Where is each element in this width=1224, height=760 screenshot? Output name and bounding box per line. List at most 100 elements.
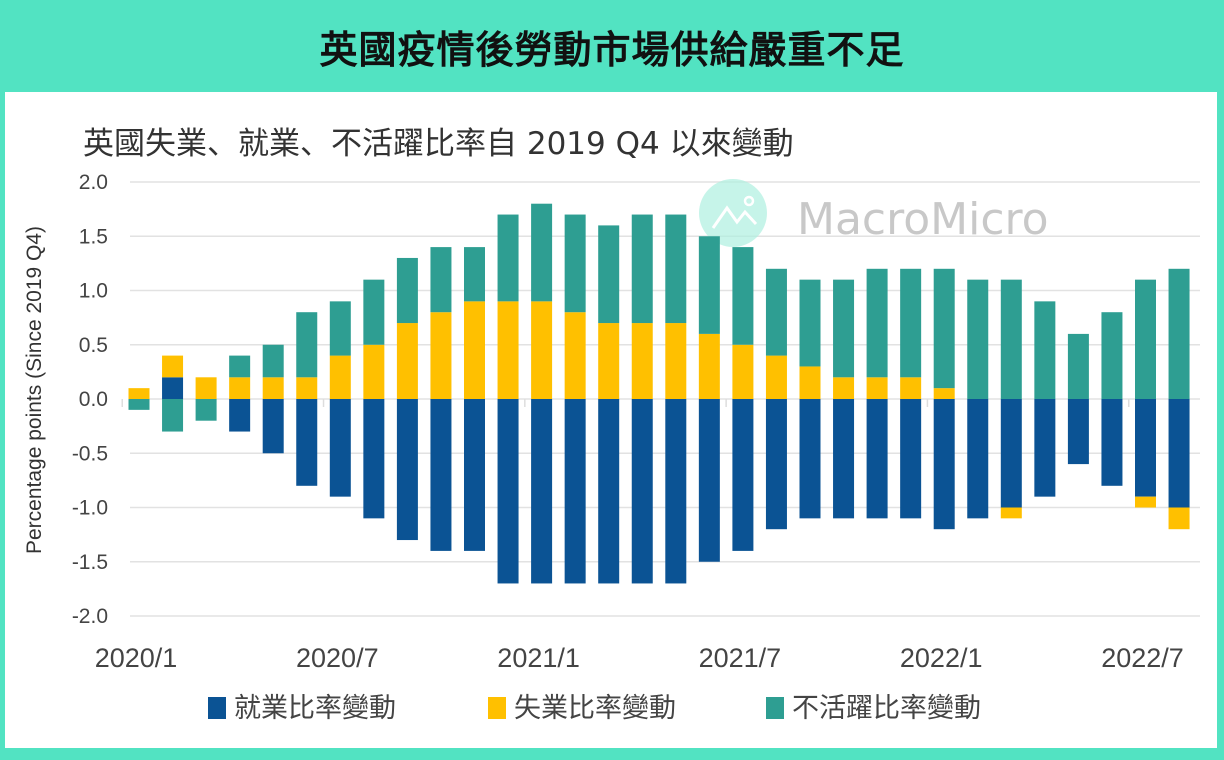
bar-segment-1-2021-4 [631, 323, 653, 399]
bar-segment-1-2021-3 [598, 323, 620, 399]
bar-segment-0-2022-3 [1000, 399, 1022, 508]
bar-segment-2-2022-4 [1034, 301, 1056, 399]
watermark-line-icon [711, 205, 758, 229]
bar-segment-1-2022-1 [933, 388, 955, 399]
bar-segment-2-2022-7 [1135, 279, 1156, 399]
bar-segment-2-2020-11 [464, 247, 485, 302]
bar-segment-2-2021-12 [900, 268, 922, 378]
bar-segment-0-2021-1 [531, 399, 553, 584]
bar-segment-2-2021-11 [866, 268, 888, 378]
bar-segment-2-2021-1 [531, 203, 553, 302]
bar-segment-1-2021-12 [900, 377, 922, 399]
bar-segment-0-2022-5 [1067, 399, 1089, 465]
bar-segment-1-2020-6 [296, 377, 318, 399]
bar-segment-2-2022-6 [1101, 312, 1123, 399]
y-tick-label: -1.0 [72, 497, 108, 520]
bar-segment-2-2020-12 [497, 214, 519, 302]
bar-segment-0-2020-4 [229, 399, 251, 432]
bar-segment-1-2021-9 [799, 366, 821, 399]
legend-label: 就業比率變動 [234, 693, 396, 724]
bar-segment-2-2021-2 [564, 214, 586, 313]
bar-segment-1-2021-2 [564, 312, 586, 399]
bar-segment-2-2022-3 [1000, 279, 1022, 399]
bar-segment-2-2021-5 [665, 214, 687, 324]
y-tick-label: -2.0 [72, 605, 108, 628]
bar-segment-2-2021-8 [765, 268, 787, 356]
bar-segment-0-2021-6 [698, 399, 720, 562]
bar-segment-2-2022-5 [1067, 333, 1089, 399]
bar-segment-0-2021-10 [833, 399, 855, 519]
y-tick-label: 1.0 [79, 280, 108, 303]
bar-segment-1-2020-2 [162, 355, 184, 378]
y-tick-label: 2.0 [79, 171, 108, 194]
bar-segment-0-2022-1 [933, 399, 955, 530]
bar-segment-1-2020-7 [329, 355, 351, 399]
bar-segment-0-2020-12 [497, 399, 519, 584]
bar-segment-2-2020-2 [162, 399, 184, 432]
bar-segment-1-2020-10 [430, 312, 452, 399]
bar-segment-1-2020-5 [262, 377, 284, 399]
x-tick-label: 2022/1 [900, 643, 983, 673]
bar-segment-0-2021-9 [799, 399, 821, 519]
bar-segment-2-2022-2 [967, 279, 989, 399]
bar-segment-1-2021-6 [698, 333, 720, 399]
bars [128, 203, 1190, 584]
x-tick-label: 2020/7 [296, 643, 379, 673]
bar-segment-0-2021-3 [598, 399, 620, 584]
bar-segment-1-2021-7 [732, 344, 754, 399]
bar-segment-0-2021-8 [765, 399, 787, 530]
bar-segment-0-2021-5 [665, 399, 687, 584]
bar-segment-2-2021-7 [732, 247, 754, 345]
header-banner: 英國疫情後勞動市場供給嚴重不足 [0, 0, 1224, 92]
y-axis-label: Percentage points (Since 2019 Q4) [23, 226, 46, 554]
bar-segment-0-2021-7 [732, 399, 754, 551]
bar-segment-2-2021-9 [799, 279, 821, 367]
bar-segment-2-2020-8 [363, 279, 385, 345]
y-axis-ticks: 2.0 1.5 1.0 0.5 0.0 -0.5 -1.0 -1.5 -2.0 [72, 171, 108, 628]
bar-segment-1-2020-3 [195, 377, 217, 399]
y-tick-label: 0.5 [79, 334, 108, 357]
bar-segment-2-2020-9 [396, 257, 418, 324]
bar-segment-1-2020-1 [128, 388, 150, 399]
chart-title: 英國失業、就業、不活躍比率自 2019 Q4 以來變動 [83, 126, 794, 162]
bar-segment-1-2021-5 [665, 323, 687, 399]
bar-segment-0-2021-12 [900, 399, 922, 519]
bar-segment-0-2020-10 [430, 399, 452, 551]
bar-segment-0-2021-11 [866, 399, 888, 519]
bar-segment-0-2020-5 [262, 399, 284, 454]
legend: 就業比率變動 失業比率變動 不活躍比率變動 [208, 693, 981, 724]
page-title: 英國疫情後勞動市場供給嚴重不足 [319, 27, 905, 72]
bar-segment-2-2020-10 [430, 247, 452, 313]
bar-segment-2-2022-8 [1168, 268, 1190, 399]
bar-segment-0-2020-11 [464, 399, 485, 551]
bar-segment-2-2021-6 [698, 236, 720, 334]
legend-swatch-icon [208, 697, 226, 719]
watermark: MacroMicro [699, 179, 1049, 247]
bar-segment-2-2021-3 [598, 225, 620, 324]
bar-segment-1-2021-8 [765, 355, 787, 399]
bar-segment-0-2020-6 [296, 399, 318, 486]
bar-segment-2-2022-1 [933, 268, 955, 389]
bar-segment-1-2022-8 [1168, 507, 1190, 530]
bar-segment-2-2020-5 [262, 344, 284, 378]
legend-swatch-icon [488, 697, 506, 719]
bar-segment-0-2020-8 [363, 399, 385, 519]
bar-segment-0-2022-6 [1101, 399, 1123, 486]
legend-swatch-icon [766, 697, 784, 719]
bar-segment-1-2021-10 [833, 377, 855, 399]
bar-segment-0-2020-9 [396, 399, 418, 541]
x-tick-label: 2022/7 [1101, 643, 1184, 673]
bar-segment-0-2022-7 [1135, 399, 1156, 497]
x-tick-label: 2021/1 [497, 643, 580, 673]
x-axis-ticks: 2020/1 2020/7 2021/1 2021/7 2022/1 2022/7 [95, 399, 1184, 673]
bar-segment-1-2022-7 [1135, 496, 1156, 508]
watermark-text: MacroMicro [797, 194, 1049, 245]
y-tick-label: 1.5 [79, 225, 108, 248]
legend-label: 失業比率變動 [514, 693, 676, 724]
bar-segment-1-2020-9 [396, 323, 418, 399]
legend-label: 不活躍比率變動 [792, 693, 981, 724]
bar-segment-0-2022-4 [1034, 399, 1056, 497]
y-tick-label: 0.0 [79, 388, 108, 411]
bar-segment-0-2022-8 [1168, 399, 1190, 508]
